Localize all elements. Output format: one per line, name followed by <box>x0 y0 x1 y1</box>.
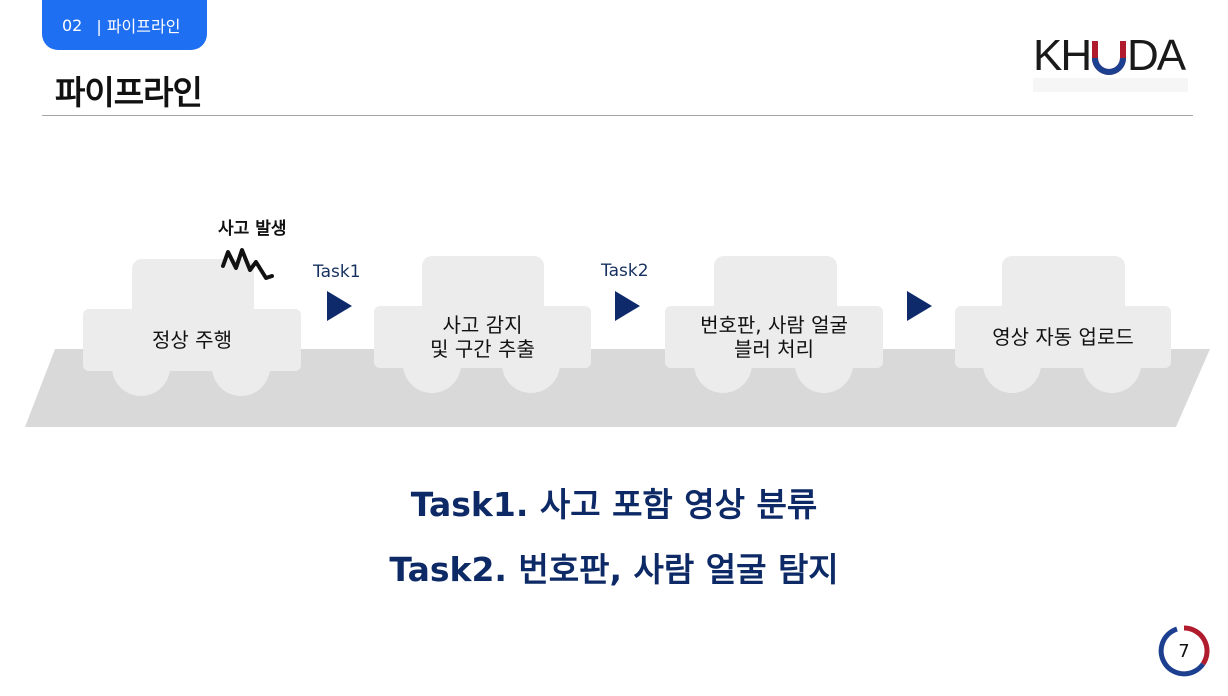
crash-zigzag-icon <box>221 248 274 280</box>
title-divider <box>42 115 1193 116</box>
step-label-line1: 영상 자동 업로드 <box>992 325 1134 349</box>
svg-text:DA: DA <box>1127 32 1187 80</box>
khoda-logo: KH DA <box>1033 32 1188 92</box>
step-label-line2: 및 구간 추출 <box>430 337 535 361</box>
arrow-right-icon <box>615 291 640 321</box>
section-number: 02 <box>62 15 83 35</box>
page-number-badge: 7 <box>1157 624 1211 678</box>
page-ring-icon <box>1158 625 1210 677</box>
arrow-right-icon <box>327 291 352 321</box>
task1-description: Task1. 사고 포함 영상 분류 <box>410 485 818 524</box>
arrow-right-icon <box>907 291 932 321</box>
task2-description: Task2. 번호판, 사람 얼굴 탐지 <box>389 550 839 589</box>
page-number: 7 <box>1178 640 1190 662</box>
step-label-line1: 정상 주행 <box>152 328 232 352</box>
page-title: 파이프라인 <box>55 73 203 112</box>
transition-label-task1: Task1 <box>313 262 361 282</box>
svg-text:KH: KH <box>1033 32 1090 80</box>
section-tab: 02 | 파이프라인 <box>42 0 207 50</box>
event-label: 사고 발생 <box>218 219 287 239</box>
transition-label-task2: Task2 <box>601 261 649 281</box>
step-label-line2: 블러 처리 <box>734 337 814 361</box>
section-label: | 파이프라인 <box>96 17 181 36</box>
step-label-line1: 번호판, 사람 얼굴 <box>700 313 848 337</box>
step-label-line1: 사고 감지 <box>442 313 523 337</box>
